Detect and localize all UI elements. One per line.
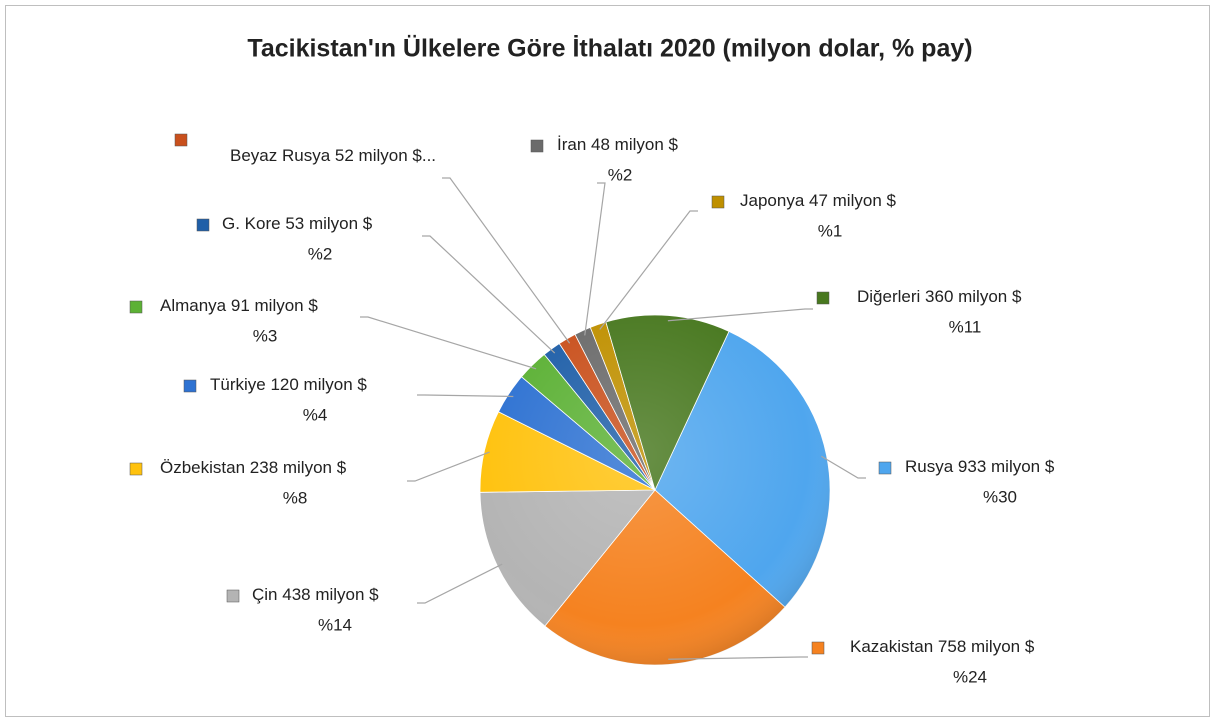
category-name: G. Kore bbox=[222, 214, 281, 233]
data-label: G. Kore 53 milyon $ bbox=[222, 214, 373, 233]
category-name: Beyaz Rusya bbox=[230, 146, 331, 165]
label-marker bbox=[129, 462, 143, 476]
percent-label: %24 bbox=[953, 667, 987, 686]
chart-title: Tacikistan'ın Ülkelere Göre İthalatı 202… bbox=[247, 34, 972, 63]
leader-line bbox=[422, 235, 556, 354]
data-label: Çin 438 milyon $ bbox=[252, 585, 379, 604]
label-marker bbox=[183, 379, 197, 393]
data-label: Özbekistan 238 milyon $ bbox=[160, 458, 347, 477]
data-label: Japonya 47 milyon $ bbox=[740, 191, 896, 210]
leader-line bbox=[417, 394, 514, 398]
value-label: 91 milyon $ bbox=[231, 296, 318, 315]
percent-label: %2 bbox=[308, 244, 333, 263]
label-marker bbox=[711, 195, 725, 209]
category-name: Japonya bbox=[740, 191, 805, 210]
label-marker bbox=[816, 291, 830, 305]
leader-line bbox=[599, 210, 698, 330]
value-label: 360 milyon $ bbox=[925, 287, 1022, 306]
leader-line bbox=[360, 316, 537, 370]
percent-label: %14 bbox=[318, 615, 352, 634]
category-name: İran bbox=[557, 135, 586, 154]
value-label: 238 milyon $ bbox=[250, 458, 347, 477]
label-marker bbox=[129, 300, 143, 314]
data-label: İran 48 milyon $ bbox=[557, 135, 679, 154]
category-name: Diğerleri bbox=[857, 287, 920, 306]
leader-line bbox=[667, 308, 813, 322]
leader-line bbox=[407, 451, 490, 482]
value-label: 758 milyon $ bbox=[938, 637, 1035, 656]
category-name: Rusya bbox=[905, 457, 954, 476]
value-label: 438 milyon $ bbox=[282, 585, 379, 604]
percent-label: %8 bbox=[283, 488, 308, 507]
percent-label: %30 bbox=[983, 487, 1017, 506]
category-name: Türkiye bbox=[210, 375, 266, 394]
leader-line bbox=[417, 563, 503, 604]
label-marker bbox=[530, 139, 544, 153]
value-label: 48 milyon $ bbox=[591, 135, 678, 154]
category-name: Çin bbox=[252, 585, 278, 604]
label-marker bbox=[196, 218, 210, 232]
data-label: Türkiye 120 milyon $ bbox=[210, 375, 367, 394]
label-marker bbox=[174, 133, 188, 147]
category-name: Almanya bbox=[160, 296, 227, 315]
percent-label: %3 bbox=[253, 326, 278, 345]
leader-line bbox=[442, 177, 571, 344]
percent-label: %2 bbox=[608, 165, 633, 184]
data-label: Kazakistan 758 milyon $ bbox=[850, 637, 1035, 656]
data-label: Diğerleri 360 milyon $ bbox=[857, 287, 1022, 306]
category-name: Kazakistan bbox=[850, 637, 933, 656]
value-label: 53 milyon $ bbox=[285, 214, 372, 233]
percent-label: %11 bbox=[949, 317, 982, 336]
leader-line bbox=[821, 455, 866, 479]
category-name: Özbekistan bbox=[160, 458, 245, 477]
leader-line bbox=[668, 656, 808, 660]
data-label: Beyaz Rusya 52 milyon $... bbox=[230, 146, 436, 165]
value-label: 47 milyon $ bbox=[809, 191, 896, 210]
value-label: 120 milyon $ bbox=[270, 375, 367, 394]
value-label: 933 milyon $ bbox=[958, 457, 1055, 476]
leader-line bbox=[584, 182, 606, 336]
percent-label: %4 bbox=[303, 405, 328, 424]
percent-label: %1 bbox=[818, 221, 843, 240]
data-label: Rusya 933 milyon $ bbox=[905, 457, 1055, 476]
data-label: Almanya 91 milyon $ bbox=[160, 296, 318, 315]
label-marker bbox=[878, 461, 892, 475]
label-marker bbox=[226, 589, 240, 603]
label-marker bbox=[811, 641, 825, 655]
value-label: 52 milyon $... bbox=[335, 146, 436, 165]
